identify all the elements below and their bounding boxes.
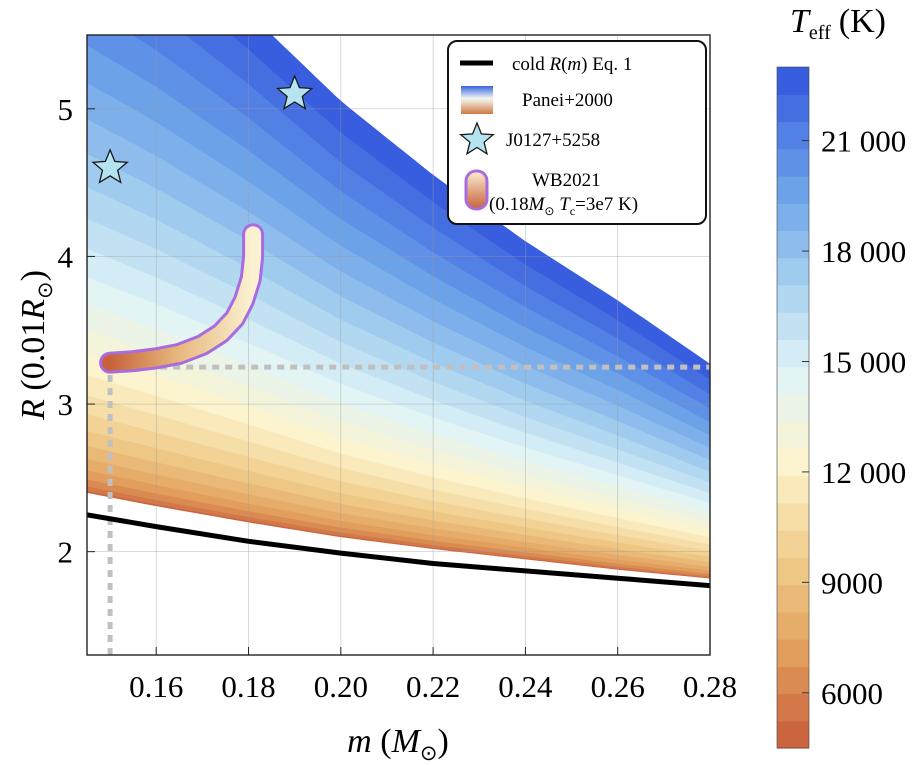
y-axis-ticks: 2 3 4 5 [58, 92, 95, 570]
colorbar-segment [777, 94, 809, 123]
y-tick-label: 4 [58, 239, 74, 274]
colorbar-segment [777, 203, 809, 232]
colorbar-segment [777, 230, 809, 259]
cold-radius-line [87, 512, 710, 589]
colorbar-segment [777, 720, 809, 749]
y-tick-label: 3 [58, 387, 74, 422]
colorbar-segment [777, 121, 809, 150]
panei-contour-bands [87, 35, 710, 579]
star-marker [91, 148, 129, 184]
colorbar-segment [777, 584, 809, 613]
colorbar-tick-label: 15 000 [821, 344, 906, 379]
colorbar-segment [777, 502, 809, 531]
colorbar-segment [777, 557, 809, 586]
wb2021-track-fill [102, 226, 262, 371]
colorbar-segment [777, 67, 809, 95]
legend-item-star: J0127+5258 [459, 121, 600, 156]
x-tick-label: 0.22 [406, 669, 460, 704]
star-marker [275, 74, 314, 110]
legend-star-icon [459, 121, 495, 156]
colorbar-segment [777, 393, 809, 422]
x-tick-label: 0.26 [591, 669, 645, 704]
legend-label-wb2021-params: (0.18M⊙ Tc=3e7 K) [489, 194, 638, 218]
x-axis-ticks: 0.16 0.18 0.20 0.22 0.24 0.26 0.28 [129, 647, 737, 704]
legend-label-j0127: J0127+5258 [506, 130, 600, 151]
legend-swatch-wb2021 [464, 169, 489, 211]
colorbar-segment [777, 693, 809, 722]
x-tick-label: 0.20 [314, 669, 368, 704]
star-markers [91, 74, 314, 184]
y-tick-label: 5 [58, 92, 74, 127]
legend-item-wb2021: WB2021 (0.18M⊙ Tc=3e7 K) [464, 169, 638, 218]
y-axis-label: R (0.01R⊙) [15, 270, 57, 421]
colorbar-segment [777, 175, 809, 204]
colorbar-segment [777, 148, 809, 177]
legend: cold R(m) Eq. 1 Panei+2000 J0127+5258 WB… [447, 40, 707, 225]
x-tick-label: 0.24 [498, 669, 553, 704]
colorbar-segment [777, 475, 809, 504]
colorbar-segment [777, 339, 809, 368]
legend-label-cold: cold R(m) Eq. 1 [512, 54, 632, 75]
colorbar-tick-label: 21 000 [821, 124, 906, 159]
colorbar-segment [777, 666, 809, 695]
x-axis-label: m (M⊙) [347, 723, 449, 765]
colorbar-segment [777, 421, 809, 449]
legend-label-wb2021: WB2021 [532, 170, 601, 191]
colorbar-segment [777, 366, 809, 395]
legend-label-panei: Panei+2000 [522, 90, 613, 111]
x-tick-label: 0.28 [683, 669, 737, 704]
y-tick-label: 2 [58, 535, 74, 570]
colorbar-segment [777, 284, 809, 313]
colorbar-segment [777, 312, 809, 340]
colorbar-tick-label: 12 000 [821, 455, 906, 490]
colorbar [776, 66, 810, 749]
x-tick-label: 0.18 [221, 669, 275, 704]
legend-swatch-panei-gradient [461, 86, 493, 114]
wb2021-track [99, 223, 265, 374]
colorbar-frame [776, 66, 810, 749]
colorbar-segment [777, 611, 809, 640]
colorbar-segment [777, 530, 809, 558]
colorbar-title: Teff (K) [790, 3, 886, 44]
x-tick-label: 0.16 [129, 669, 183, 704]
colorbar-tick-label: 6000 [821, 676, 883, 711]
colorbar-tick-label: 9000 [821, 565, 883, 600]
colorbar-segment [777, 639, 809, 667]
legend-item-panei: Panei+2000 [461, 86, 613, 114]
legend-box [447, 40, 707, 225]
plot-frame [86, 34, 711, 656]
colorbar-tick-label: 18 000 [821, 234, 906, 269]
cold-radius-curve [87, 512, 710, 589]
colorbar-segment [777, 257, 809, 286]
colorbar-ticks: 6000 9000 12 000 15 000 18 000 21 000 [802, 124, 906, 711]
legend-item-cold: cold R(m) Eq. 1 [460, 54, 632, 75]
